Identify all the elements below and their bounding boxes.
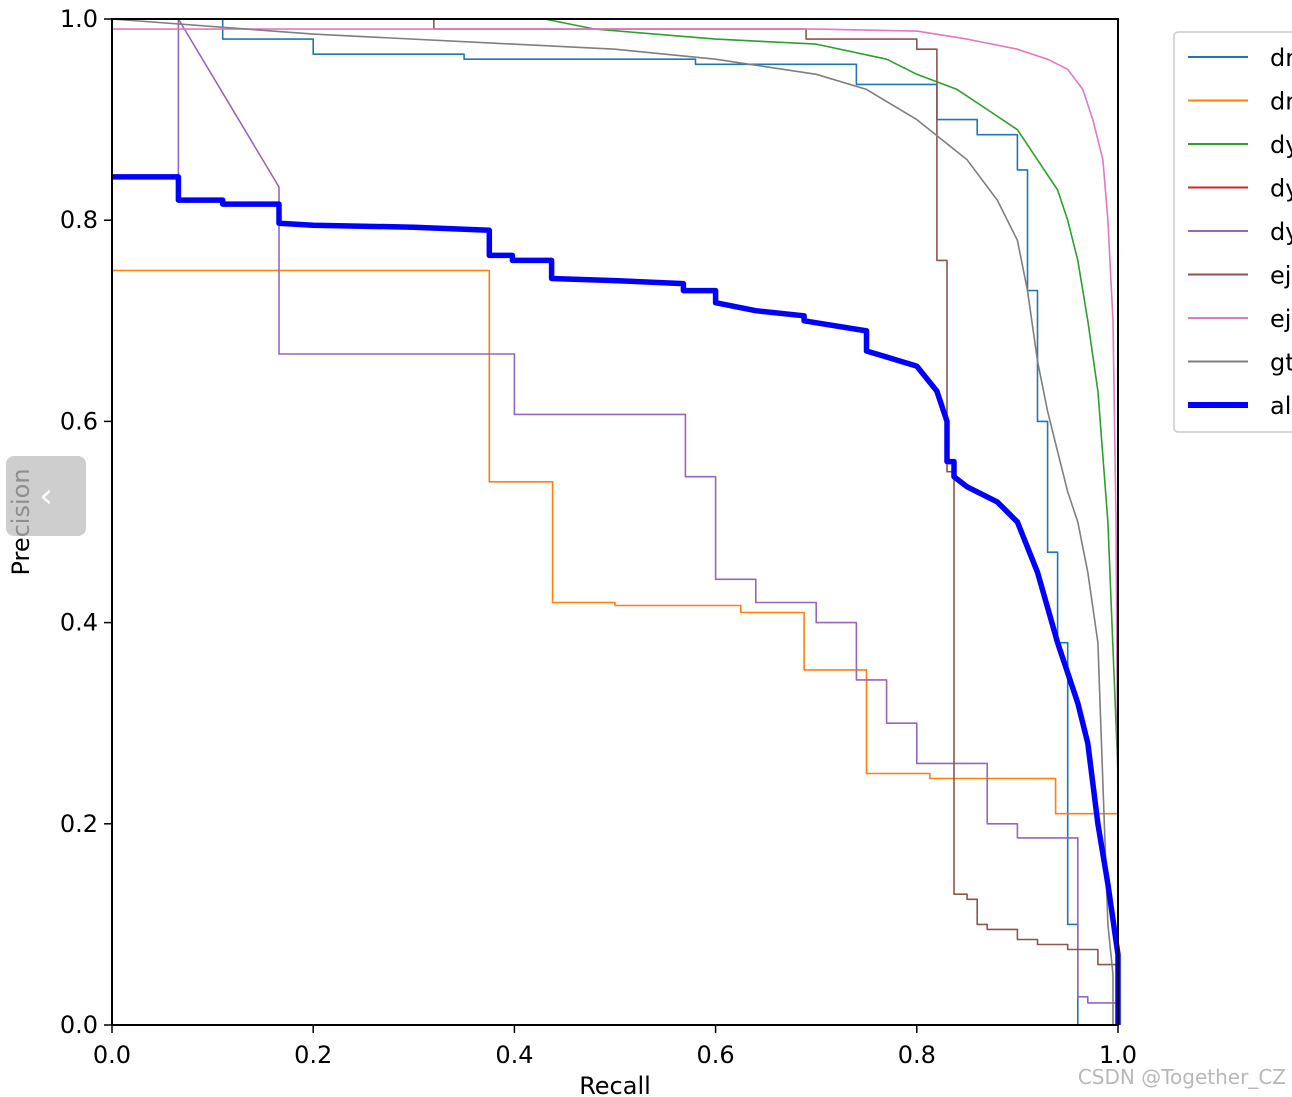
series-line-1	[112, 269, 1119, 1025]
x-tick-label: 0.6	[697, 1041, 735, 1069]
series-line-8	[112, 174, 1121, 1025]
x-tick-label: 0.8	[898, 1041, 936, 1069]
ticks-layer: 0.0 0.2 0.4 0.6 0.8 1.0 0.0 0.2 0.4 0.6 0.8 1.0	[60, 5, 1137, 1069]
y-tick-label: 0.6	[60, 407, 98, 435]
y-tick-label: 0.0	[60, 1011, 98, 1039]
legend-label-1: dr	[1270, 88, 1292, 116]
x-tick-label: 0.4	[495, 1041, 533, 1069]
legend-label-4: dy	[1270, 218, 1292, 246]
y-tick-label: 0.4	[60, 609, 98, 637]
series-line-4	[177, 18, 1119, 1025]
legend-label-3: dy	[1270, 175, 1292, 203]
legend-label-0: dr	[1270, 44, 1292, 72]
series-line-2	[112, 18, 1119, 1025]
x-tick-label: 0.0	[93, 1041, 131, 1069]
legend-label-5: ej	[1270, 262, 1291, 290]
watermark: CSDN @Together_CZ	[1077, 1065, 1286, 1089]
legend-items: dr dr dy dy dy ej ej gt al	[1188, 44, 1292, 420]
legend-label-2: dy	[1270, 131, 1292, 159]
y-tick-label: 0.8	[60, 206, 98, 234]
legend-label-6: ej	[1270, 305, 1291, 333]
x-axis-label: Recall	[579, 1072, 651, 1097]
legend-label-8: al	[1270, 392, 1291, 420]
x-tick-label: 0.2	[294, 1041, 332, 1069]
legend: dr dr dy dy dy ej ej gt al	[1173, 31, 1292, 433]
series-line-7	[111, 18, 1114, 1025]
series-line-5	[112, 18, 1119, 1025]
chevron-left-icon: ‹	[39, 476, 53, 516]
series-line-6	[112, 28, 1119, 1025]
back-tab-button[interactable]: ‹	[6, 456, 86, 536]
series-line-0	[112, 18, 1079, 1025]
plot-frame	[111, 18, 1119, 1026]
series-layer	[111, 18, 1121, 1025]
legend-label-7: gt	[1270, 349, 1292, 377]
y-tick-label: 0.2	[60, 810, 98, 838]
x-tick-label: 1.0	[1099, 1041, 1137, 1069]
y-tick-label: 1.0	[60, 5, 98, 33]
